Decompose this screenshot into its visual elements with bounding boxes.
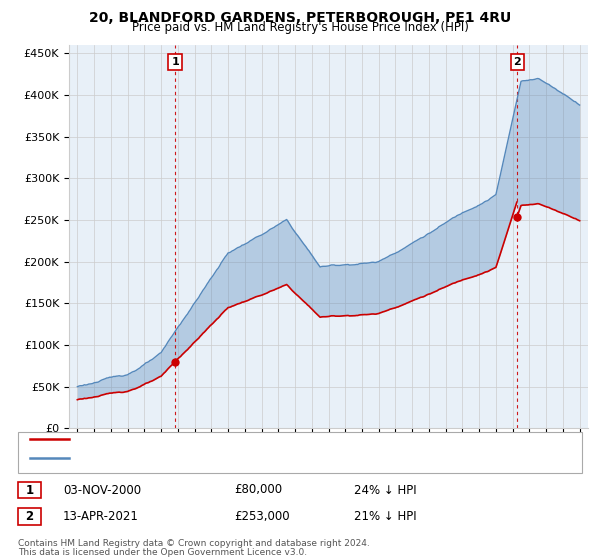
Text: 1: 1 (25, 483, 34, 497)
Text: 20, BLANDFORD GARDENS, PETERBOROUGH, PE1 4RU (detached house): 20, BLANDFORD GARDENS, PETERBOROUGH, PE1… (75, 434, 453, 444)
Text: £253,000: £253,000 (234, 510, 290, 523)
Text: Price paid vs. HM Land Registry's House Price Index (HPI): Price paid vs. HM Land Registry's House … (131, 21, 469, 34)
Text: 21% ↓ HPI: 21% ↓ HPI (354, 510, 416, 523)
Text: This data is licensed under the Open Government Licence v3.0.: This data is licensed under the Open Gov… (18, 548, 307, 557)
Text: 24% ↓ HPI: 24% ↓ HPI (354, 483, 416, 497)
Text: £80,000: £80,000 (234, 483, 282, 497)
Text: HPI: Average price, detached house, City of Peterborough: HPI: Average price, detached house, City… (75, 454, 376, 463)
Text: 2: 2 (514, 57, 521, 67)
Text: 13-APR-2021: 13-APR-2021 (63, 510, 139, 523)
Text: 1: 1 (171, 57, 179, 67)
Text: 2: 2 (25, 510, 34, 523)
Text: 20, BLANDFORD GARDENS, PETERBOROUGH, PE1 4RU: 20, BLANDFORD GARDENS, PETERBOROUGH, PE1… (89, 11, 511, 25)
Text: Contains HM Land Registry data © Crown copyright and database right 2024.: Contains HM Land Registry data © Crown c… (18, 539, 370, 548)
Text: 03-NOV-2000: 03-NOV-2000 (63, 483, 141, 497)
